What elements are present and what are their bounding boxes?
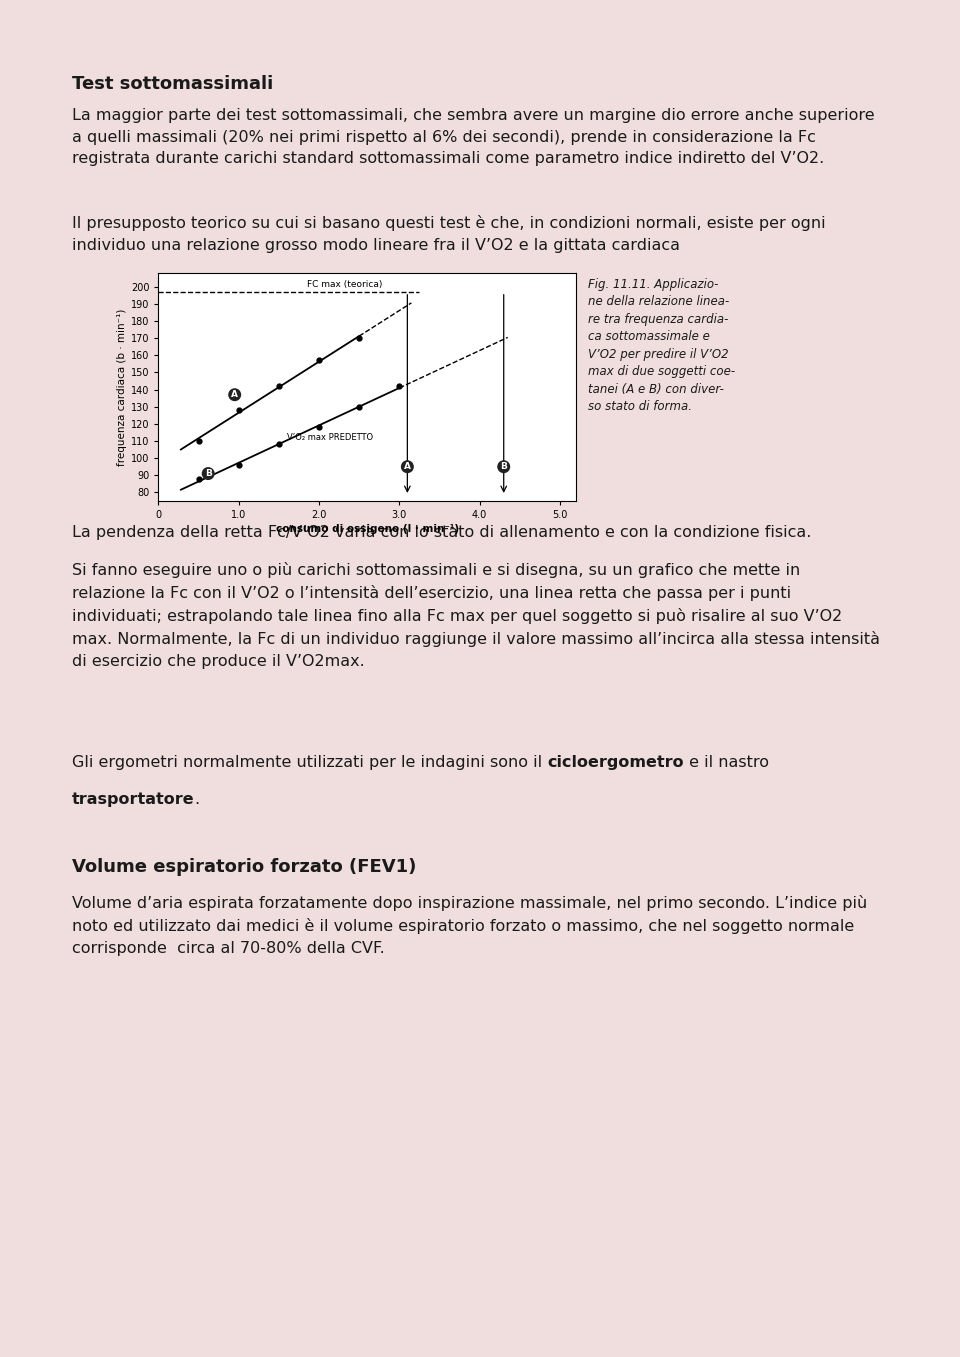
Text: B: B: [204, 470, 211, 478]
Text: trasportatore: trasportatore: [72, 792, 195, 807]
Text: Volume espiratorio forzato (FEV1): Volume espiratorio forzato (FEV1): [72, 858, 417, 877]
Text: Fig. 11.11. Applicazio-
ne della relazione linea-
re tra frequenza cardia-
ca so: Fig. 11.11. Applicazio- ne della relazio…: [588, 278, 735, 413]
Text: e il nastro: e il nastro: [684, 754, 769, 769]
Text: Test sottomassimali: Test sottomassimali: [72, 75, 274, 94]
Text: A: A: [231, 391, 238, 399]
Text: Volume d’aria espirata forzatamente dopo inspirazione massimale, nel primo secon: Volume d’aria espirata forzatamente dopo…: [72, 896, 867, 955]
Text: La pendenza della retta Fc/V’O2 varia con lo stato di allenamento e con la condi: La pendenza della retta Fc/V’O2 varia co…: [72, 525, 811, 540]
Text: B: B: [500, 463, 507, 471]
Text: Gli ergometri normalmente utilizzati per le indagini sono il: Gli ergometri normalmente utilizzati per…: [72, 754, 547, 769]
Text: V’O₂ max PREDETTO: V’O₂ max PREDETTO: [287, 433, 373, 442]
Text: .: .: [195, 792, 200, 807]
Text: A: A: [404, 463, 411, 471]
Text: Il presupposto teorico su cui si basano questi test è che, in condizioni normali: Il presupposto teorico su cui si basano …: [72, 214, 826, 252]
Text: cicloergometro: cicloergometro: [547, 754, 684, 769]
Text: La maggior parte dei test sottomassimali, che sembra avere un margine dio errore: La maggior parte dei test sottomassimali…: [72, 109, 875, 166]
Text: Si fanno eseguire uno o più carichi sottomassimali e si disegna, su un grafico c: Si fanno eseguire uno o più carichi sott…: [72, 562, 880, 669]
Text: FC max (teorica): FC max (teorica): [307, 281, 382, 289]
Y-axis label: frequenza cardiaca (b · min⁻¹): frequenza cardiaca (b · min⁻¹): [117, 308, 127, 465]
X-axis label: consumo di ossigeno (l · min⁻¹): consumo di ossigeno (l · min⁻¹): [276, 524, 459, 535]
